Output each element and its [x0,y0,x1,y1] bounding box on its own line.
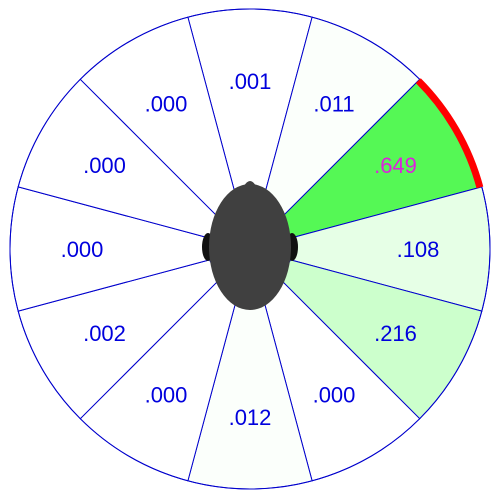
sector-label-8: .000 [145,382,188,407]
sector-label-12: .000 [145,92,188,117]
sector-label-11: .000 [83,153,126,178]
sector-label-6: .000 [313,382,356,407]
sector-label-4: .108 [397,237,440,262]
sector-label-2: .011 [313,92,354,117]
head-shape [209,184,291,310]
sector-label-10: .000 [61,237,104,262]
sector-label-3: .649 [374,153,417,178]
sector-label-5: .216 [374,321,417,346]
sector-label-1: .001 [229,69,272,94]
highlight-arc [415,78,484,189]
sector-label-group: .001 .011 .649 .108 .216 .000 .012 .000 .002 .000… [61,69,440,430]
outer-ring [9,8,491,490]
sector-label-9: .002 [83,321,126,346]
sector-label-7: .012 [229,405,272,430]
head-top-view-icon [202,181,298,310]
sector-group [9,8,491,490]
